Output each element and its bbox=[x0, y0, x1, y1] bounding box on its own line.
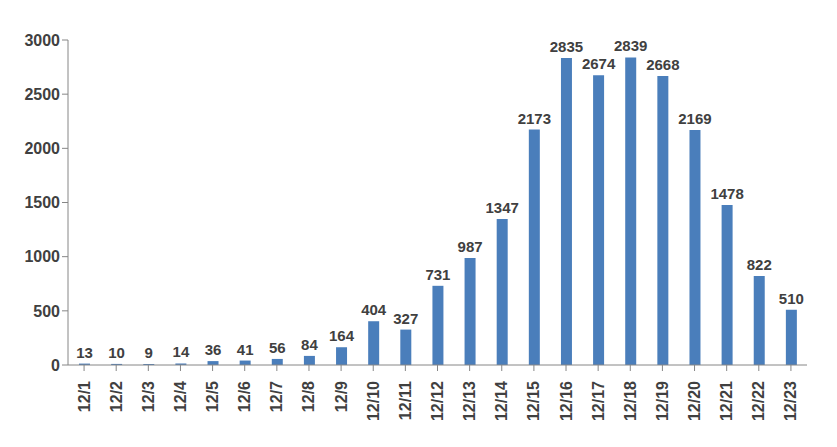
svg-text:2173: 2173 bbox=[518, 110, 551, 127]
svg-text:2000: 2000 bbox=[24, 140, 60, 157]
svg-text:41: 41 bbox=[237, 341, 254, 358]
svg-text:1347: 1347 bbox=[486, 199, 519, 216]
svg-text:2835: 2835 bbox=[550, 38, 583, 55]
svg-text:12/21: 12/21 bbox=[718, 381, 735, 421]
svg-text:12/10: 12/10 bbox=[365, 381, 382, 421]
svg-text:0: 0 bbox=[51, 357, 60, 374]
svg-text:1478: 1478 bbox=[710, 185, 743, 202]
svg-text:36: 36 bbox=[205, 341, 222, 358]
svg-text:510: 510 bbox=[779, 290, 804, 307]
svg-text:12/18: 12/18 bbox=[622, 381, 639, 421]
svg-text:13: 13 bbox=[76, 344, 93, 361]
svg-text:12/23: 12/23 bbox=[782, 381, 799, 421]
svg-text:14: 14 bbox=[173, 343, 190, 360]
svg-text:56: 56 bbox=[269, 339, 286, 356]
svg-text:12/4: 12/4 bbox=[172, 381, 189, 412]
svg-text:500: 500 bbox=[33, 303, 60, 320]
svg-text:12/2: 12/2 bbox=[108, 381, 125, 412]
svg-text:987: 987 bbox=[458, 238, 483, 255]
svg-text:12/13: 12/13 bbox=[461, 381, 478, 421]
svg-text:822: 822 bbox=[747, 256, 772, 273]
svg-text:12/11: 12/11 bbox=[397, 381, 414, 420]
svg-text:404: 404 bbox=[361, 301, 387, 318]
svg-text:12/17: 12/17 bbox=[590, 381, 607, 421]
svg-text:2169: 2169 bbox=[678, 110, 711, 127]
svg-text:327: 327 bbox=[393, 310, 418, 327]
svg-text:3000: 3000 bbox=[24, 32, 60, 49]
svg-text:12/3: 12/3 bbox=[140, 381, 157, 412]
svg-text:12/19: 12/19 bbox=[654, 381, 671, 421]
svg-text:2668: 2668 bbox=[646, 56, 679, 73]
svg-text:12/6: 12/6 bbox=[236, 381, 253, 412]
svg-text:1500: 1500 bbox=[24, 194, 60, 211]
svg-text:12/16: 12/16 bbox=[558, 381, 575, 421]
svg-text:1000: 1000 bbox=[24, 248, 60, 265]
svg-text:2839: 2839 bbox=[614, 37, 647, 54]
svg-text:12/20: 12/20 bbox=[686, 381, 703, 421]
svg-text:12/5: 12/5 bbox=[204, 381, 221, 412]
svg-text:2674: 2674 bbox=[582, 55, 616, 72]
svg-text:12/15: 12/15 bbox=[525, 381, 542, 421]
svg-text:12/1: 12/1 bbox=[76, 381, 93, 412]
svg-text:12/7: 12/7 bbox=[268, 381, 285, 412]
svg-text:12/9: 12/9 bbox=[333, 381, 350, 412]
svg-text:12/8: 12/8 bbox=[300, 381, 317, 412]
svg-text:84: 84 bbox=[301, 336, 318, 353]
svg-text:12/22: 12/22 bbox=[750, 381, 767, 421]
svg-text:731: 731 bbox=[425, 266, 450, 283]
svg-text:2500: 2500 bbox=[24, 86, 60, 103]
svg-text:9: 9 bbox=[145, 344, 153, 361]
svg-text:10: 10 bbox=[108, 344, 125, 361]
svg-text:12/14: 12/14 bbox=[493, 381, 510, 421]
svg-text:12/12: 12/12 bbox=[429, 381, 446, 421]
svg-text:164: 164 bbox=[329, 327, 355, 344]
